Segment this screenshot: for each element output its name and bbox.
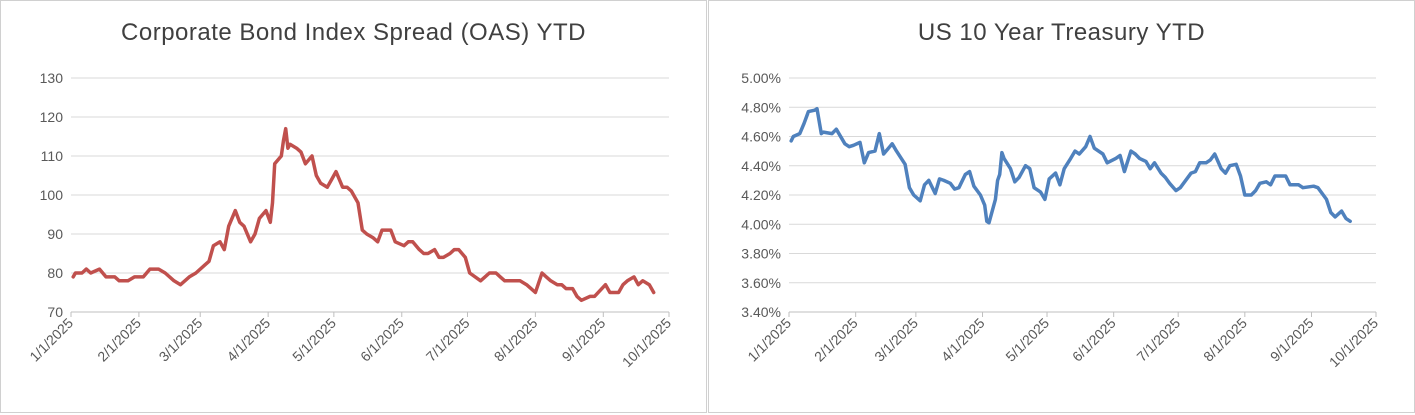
x-tick-label: 2/1/2025 <box>811 315 861 365</box>
x-tick-label: 3/1/2025 <box>871 315 921 365</box>
y-tick-label: 3.40% <box>741 304 781 320</box>
y-tick-label: 4.60% <box>741 129 781 145</box>
x-tick-label: 1/1/2025 <box>26 315 76 365</box>
x-tick-label: 4/1/2025 <box>938 315 988 365</box>
x-tick-label: 5/1/2025 <box>1002 315 1052 365</box>
y-tick-label: 130 <box>40 70 64 86</box>
y-tick-label: 4.80% <box>741 99 781 115</box>
x-tick-label: 7/1/2025 <box>423 315 473 365</box>
y-tick-label: 3.80% <box>741 246 781 262</box>
oas-chart-panel: Corporate Bond Index Spread (OAS) YTD 70… <box>0 0 707 413</box>
x-tick-label: 8/1/2025 <box>491 315 541 365</box>
oas-chart-plot: 70 80 90 100 110 120 130 1/1/2025 2/1/2025 3/1/20… <box>26 70 675 371</box>
series-line <box>789 106 1352 225</box>
treasury-chart-plot: 3.40% 3.60% 3.80% 4.00% 4.20% 4.40% 4.60% 4.80%… <box>741 70 1382 371</box>
x-tick-label: 9/1/2025 <box>1267 315 1317 365</box>
chart-title: US 10 Year Treasury YTD <box>917 19 1206 46</box>
chart-title: Corporate Bond Index Spread (OAS) YTD <box>121 19 586 46</box>
x-tick-label: 10/1/2025 <box>619 315 675 371</box>
y-tick-label: 5.00% <box>741 70 781 86</box>
y-tick-label: 3.60% <box>741 275 781 291</box>
x-tick-label: 9/1/2025 <box>559 315 609 365</box>
y-tick-label: 70 <box>47 304 63 320</box>
x-tick-label: 6/1/2025 <box>1069 315 1119 365</box>
x-tick-label: 8/1/2025 <box>1200 315 1250 365</box>
x-tick-label: 4/1/2025 <box>223 315 273 365</box>
x-tick-label: 2/1/2025 <box>94 315 144 365</box>
x-tick-label: 3/1/2025 <box>156 315 206 365</box>
y-tick-label: 110 <box>41 148 64 164</box>
x-tick-label: 10/1/2025 <box>1326 315 1382 371</box>
y-tick-label: 4.20% <box>741 187 781 203</box>
x-tick-label: 7/1/2025 <box>1133 315 1183 365</box>
y-tick-label: 80 <box>47 265 63 281</box>
y-tick-label: 4.40% <box>741 158 781 174</box>
treasury-chart-panel: US 10 Year Treasury YTD 3.40% 3.60% 3.80% 4… <box>708 0 1415 413</box>
y-tick-label: 90 <box>47 226 63 242</box>
x-tick-label: 5/1/2025 <box>289 315 339 365</box>
y-tick-label: 120 <box>40 109 64 125</box>
series-line <box>71 126 656 303</box>
x-tick-label: 6/1/2025 <box>357 315 407 365</box>
y-tick-label: 100 <box>40 187 64 203</box>
y-tick-label: 4.00% <box>741 216 781 232</box>
x-tick-label: 1/1/2025 <box>744 315 794 365</box>
